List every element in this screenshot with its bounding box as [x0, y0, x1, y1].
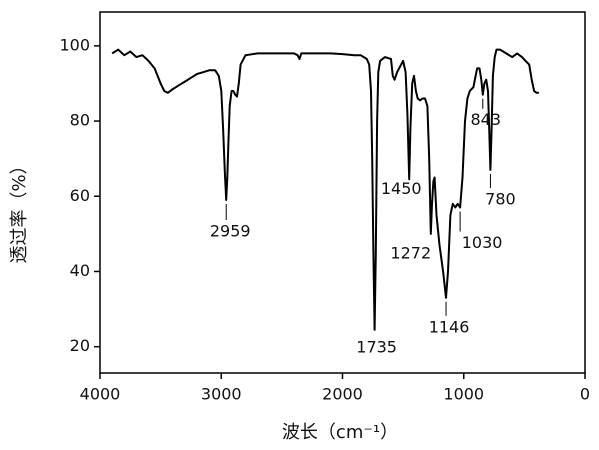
spectrum-line: [111, 48, 539, 331]
peak-label: 780: [485, 189, 516, 208]
x-tick-label: 4000: [80, 385, 121, 404]
peak-label: 1146: [429, 317, 470, 336]
peak-label: 2959: [210, 222, 251, 241]
peak-label: 1450: [381, 179, 422, 198]
x-axis-label: 波长（cm⁻¹）: [282, 422, 398, 443]
y-tick-label: 60: [70, 186, 90, 205]
peak-label: 1272: [390, 243, 431, 262]
x-tick-label: 0: [580, 385, 590, 404]
x-tick-label: 2000: [322, 385, 363, 404]
y-axis-label: 透过率（%）: [9, 156, 30, 263]
peak-label: 1735: [356, 337, 397, 356]
peak-label: 843: [471, 110, 502, 129]
y-tick-label: 40: [70, 261, 90, 280]
x-tick-label: 1000: [443, 385, 484, 404]
peak-label: 1030: [462, 233, 503, 252]
y-tick-label: 100: [59, 35, 90, 54]
y-tick-label: 20: [70, 336, 90, 355]
x-tick-label: 3000: [201, 385, 242, 404]
y-tick-label: 80: [70, 111, 90, 130]
